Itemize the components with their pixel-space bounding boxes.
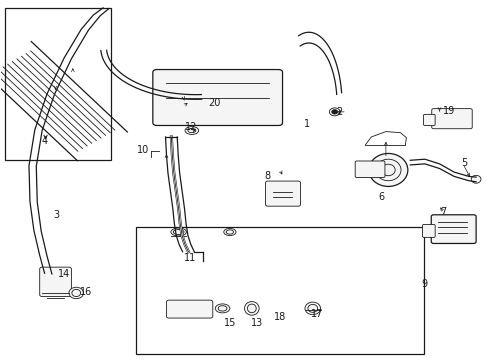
Text: 1: 1	[303, 120, 309, 129]
Text: 20: 20	[208, 98, 220, 108]
Text: 6: 6	[377, 192, 383, 202]
Text: 8: 8	[264, 171, 270, 181]
FancyBboxPatch shape	[423, 114, 434, 126]
Ellipse shape	[173, 229, 183, 234]
Text: 15: 15	[223, 318, 236, 328]
Bar	[136, 226, 423, 354]
Text: 16: 16	[80, 287, 92, 297]
Ellipse shape	[244, 302, 259, 315]
Ellipse shape	[170, 228, 186, 236]
Text: 7: 7	[439, 207, 446, 217]
Text: 13: 13	[250, 318, 263, 328]
Ellipse shape	[224, 228, 236, 235]
Ellipse shape	[184, 127, 198, 134]
Ellipse shape	[226, 230, 233, 234]
Text: 19: 19	[442, 106, 454, 116]
Text: 11: 11	[183, 253, 196, 263]
Ellipse shape	[368, 153, 407, 186]
Ellipse shape	[218, 306, 226, 311]
Bar	[4, 8, 111, 160]
Text: 9: 9	[421, 279, 427, 289]
Text: 18: 18	[273, 312, 285, 322]
Ellipse shape	[375, 159, 400, 181]
FancyBboxPatch shape	[430, 215, 475, 243]
Text: 3: 3	[54, 210, 60, 220]
Text: 10: 10	[137, 144, 149, 154]
Ellipse shape	[305, 302, 320, 315]
FancyBboxPatch shape	[431, 109, 471, 129]
FancyBboxPatch shape	[354, 161, 384, 177]
Ellipse shape	[69, 287, 83, 299]
FancyBboxPatch shape	[153, 69, 282, 126]
Text: 4: 4	[41, 136, 47, 145]
Text: 5: 5	[460, 158, 466, 168]
FancyBboxPatch shape	[265, 181, 300, 206]
Text: 14: 14	[58, 269, 70, 279]
Ellipse shape	[329, 108, 339, 116]
Ellipse shape	[470, 175, 480, 183]
FancyBboxPatch shape	[40, 267, 71, 297]
Text: 17: 17	[310, 310, 322, 319]
Ellipse shape	[331, 110, 337, 114]
FancyBboxPatch shape	[166, 300, 212, 318]
Text: 2: 2	[336, 107, 342, 117]
Ellipse shape	[215, 304, 229, 313]
Text: 12: 12	[184, 122, 197, 132]
FancyBboxPatch shape	[422, 225, 434, 237]
